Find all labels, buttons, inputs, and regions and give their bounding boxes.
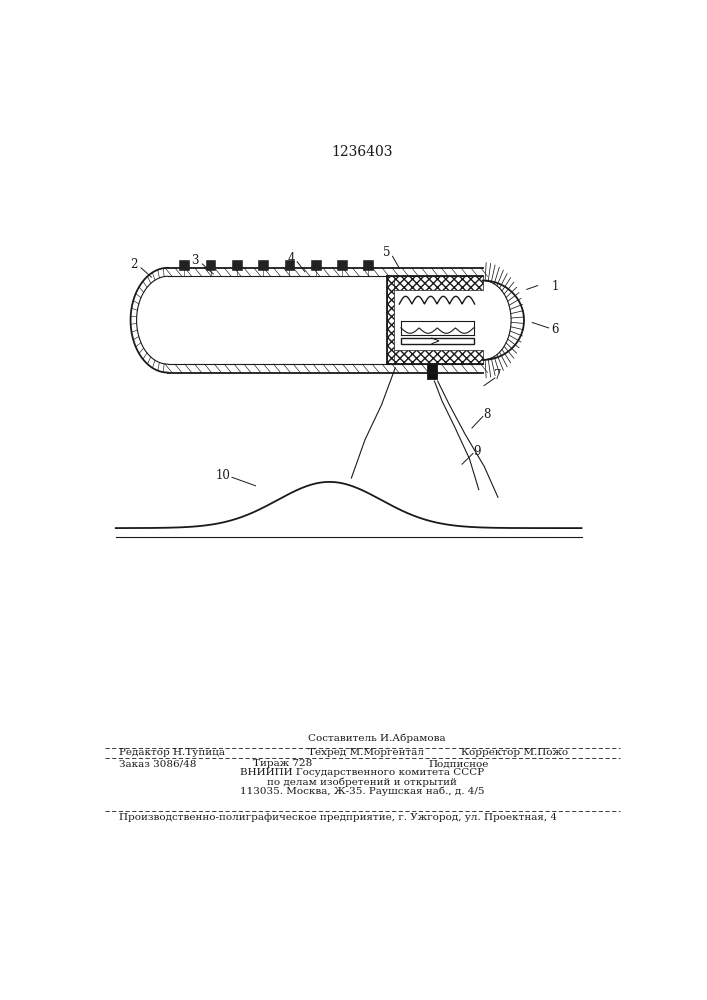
Bar xyxy=(401,338,474,344)
Text: 9: 9 xyxy=(474,445,481,458)
Text: Техред М.Моргентал: Техред М.Моргентал xyxy=(308,748,423,757)
Bar xyxy=(284,260,294,270)
Bar xyxy=(363,260,373,270)
Text: 113035. Москва, Ж-35. Раушская наб., д. 4/5: 113035. Москва, Ж-35. Раушская наб., д. … xyxy=(240,787,484,796)
Bar xyxy=(387,350,483,364)
Text: Составитель И.Абрамова: Составитель И.Абрамова xyxy=(308,734,445,743)
Bar xyxy=(258,260,268,270)
Bar xyxy=(180,260,189,270)
Text: 3: 3 xyxy=(192,254,199,267)
Text: Подписное: Подписное xyxy=(428,759,489,768)
Text: 4: 4 xyxy=(287,252,295,265)
Text: 1236403: 1236403 xyxy=(332,145,393,159)
Text: 5: 5 xyxy=(383,246,391,259)
Text: Производственно-полиграфическое предприятие, г. Ужгород, ул. Проектная, 4: Производственно-полиграфическое предприя… xyxy=(119,813,556,822)
Bar xyxy=(387,276,483,290)
Text: Тираж 728: Тираж 728 xyxy=(253,759,312,768)
Text: 8: 8 xyxy=(484,408,491,421)
Text: 10: 10 xyxy=(215,469,230,482)
Bar xyxy=(206,260,216,270)
Text: Корректор М.Пожо: Корректор М.Пожо xyxy=(461,748,568,757)
Text: 2: 2 xyxy=(130,258,138,271)
Text: >: > xyxy=(429,336,440,349)
Text: Редактор Н.Тупица: Редактор Н.Тупица xyxy=(119,748,225,757)
Text: по делам изобретений и открытий: по делам изобретений и открытий xyxy=(267,777,457,787)
Text: ВНИИПИ Государственного комитета СССР: ВНИИПИ Государственного комитета СССР xyxy=(240,768,484,777)
Bar xyxy=(232,260,242,270)
Bar xyxy=(387,276,395,364)
Text: 1: 1 xyxy=(551,280,559,293)
Bar xyxy=(311,260,321,270)
Bar xyxy=(427,363,437,379)
Bar xyxy=(337,260,347,270)
Text: 7: 7 xyxy=(494,369,502,382)
Text: Заказ 3086/48: Заказ 3086/48 xyxy=(119,759,196,768)
Text: 6: 6 xyxy=(551,323,559,336)
